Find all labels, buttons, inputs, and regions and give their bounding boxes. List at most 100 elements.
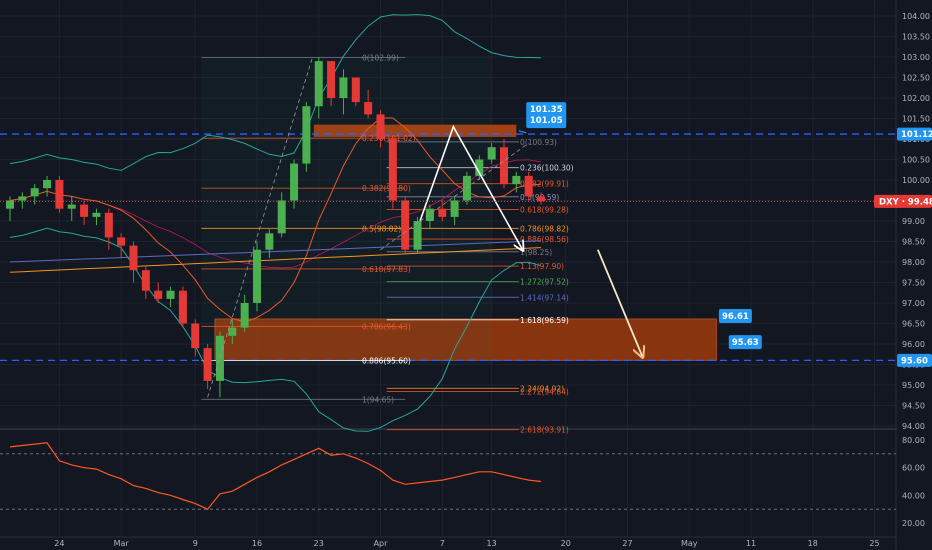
price-tag-box: [897, 353, 932, 367]
price-axis-background: [897, 0, 932, 550]
candle-down: [178, 290, 187, 324]
candle-up: [425, 208, 434, 221]
candle-down: [401, 200, 410, 250]
rsi-tick-label: 80.00: [902, 436, 925, 445]
dashed-trend-line: [380, 142, 529, 251]
price-tick-label: 103.00: [902, 53, 930, 62]
candle-up: [30, 188, 39, 197]
price-tick-label: 96.00: [902, 340, 925, 349]
resistance-callout-label: 101.05: [530, 116, 563, 126]
time-tick-label: 25: [869, 539, 879, 548]
price-tag-label: 101.12: [901, 130, 932, 140]
rsi-tick-label: 40.00: [902, 491, 925, 500]
candle-up: [228, 327, 237, 336]
candle-up: [339, 77, 348, 98]
fib-left-label: 1(94.65): [362, 395, 394, 404]
candle-down: [117, 237, 126, 246]
fib-right-label: 1(98.25): [520, 248, 552, 257]
price-tick-label: 98.50: [902, 238, 925, 247]
candle-up: [314, 61, 323, 107]
candle-up: [240, 303, 249, 328]
candle-down: [376, 114, 385, 139]
candle-down: [351, 77, 360, 103]
candle-down: [537, 196, 546, 202]
time-tick-label: 20: [561, 539, 571, 548]
candle-down: [141, 270, 150, 291]
fib-left-label: 0.886(95.60): [362, 356, 411, 365]
candle-down: [524, 175, 533, 197]
candle-up: [43, 180, 52, 189]
zone-top-callout-label: 96.61: [722, 312, 749, 322]
candle-up: [166, 290, 175, 299]
time-tick-label: 9: [193, 539, 198, 548]
fib-right-label: 0.236(100.30): [520, 164, 574, 173]
candle-up: [413, 221, 422, 250]
candle-up: [302, 106, 311, 164]
price-tag-label: 95.60: [901, 356, 928, 366]
moving-average-long: [9, 240, 542, 263]
candle-down: [438, 208, 447, 217]
fib-right-label: 0.382(99.91): [520, 180, 569, 189]
candle-down: [191, 323, 200, 349]
rsi-line: [9, 442, 542, 510]
rsi-tick-label: 60.00: [902, 464, 925, 473]
price-tag-box: [897, 127, 932, 141]
time-tick-label: 16: [252, 539, 262, 548]
fib-right-label: 0.886(98.56): [520, 235, 569, 244]
candle-up: [487, 147, 496, 160]
fib-left-label: 0.5(98.82): [362, 224, 401, 233]
time-tick-label: 23: [314, 539, 324, 548]
candle-up: [253, 249, 261, 303]
price-tick-label: 102.00: [902, 94, 930, 103]
candle-up: [512, 175, 521, 185]
price-tick-label: 97.00: [902, 299, 925, 308]
fib-left-label: 0.618(97.83): [362, 265, 411, 274]
candle-up: [6, 200, 14, 209]
time-tick-label: May: [681, 539, 698, 548]
time-tick-label: Mar: [114, 539, 130, 548]
candle-up: [475, 159, 484, 176]
candle-down: [55, 180, 64, 209]
candle-up: [18, 196, 27, 201]
time-tick-label: 13: [487, 539, 497, 548]
price-tick-label: 100.50: [902, 156, 930, 165]
candle-up: [277, 200, 286, 234]
candle-down: [388, 139, 397, 201]
price-tick-label: 101.50: [902, 115, 930, 124]
resistance-callout-box: [526, 102, 567, 129]
rsi-tick-label: 20.00: [902, 519, 925, 528]
drawings: [0, 56, 896, 398]
symbol-tag-box: [874, 194, 932, 208]
fib-right-label: 1.414(97.14): [520, 293, 569, 302]
candles[interactable]: [6, 57, 546, 398]
projection-arrow-white: [419, 124, 523, 250]
candle-up: [290, 163, 299, 201]
projection-arrow-target: [597, 249, 642, 357]
candle-down: [80, 204, 89, 217]
time-tick-label: 27: [622, 539, 632, 548]
candle-up: [265, 233, 274, 250]
time-tick-label: 7: [440, 539, 445, 548]
time-tick-label: 11: [746, 539, 756, 548]
zone-top-callout-box: [718, 308, 752, 323]
price-tick-label: 104.00: [902, 12, 930, 21]
time-tick-label: 24: [54, 539, 64, 548]
fib-right-label: 0(100.93): [520, 138, 557, 147]
fib-right-label: 0.786(98.82): [520, 224, 569, 233]
indicators: [9, 14, 542, 432]
fib-right-label: 2.618(93.91): [520, 426, 569, 435]
price-tick-label: 96.50: [902, 320, 925, 329]
candle-down: [154, 290, 163, 299]
candle-down: [500, 147, 508, 185]
price-tick-label: 102.50: [902, 74, 930, 83]
zone-bottom-callout-label: 95.63: [732, 338, 759, 348]
candle-up: [215, 335, 224, 381]
candle-down: [129, 245, 138, 271]
candle-up: [92, 212, 101, 217]
moving-average-mid: [9, 247, 542, 273]
fib-right-label: 1.272(97.52): [520, 278, 569, 287]
price-tick-label: 95.00: [902, 381, 925, 390]
